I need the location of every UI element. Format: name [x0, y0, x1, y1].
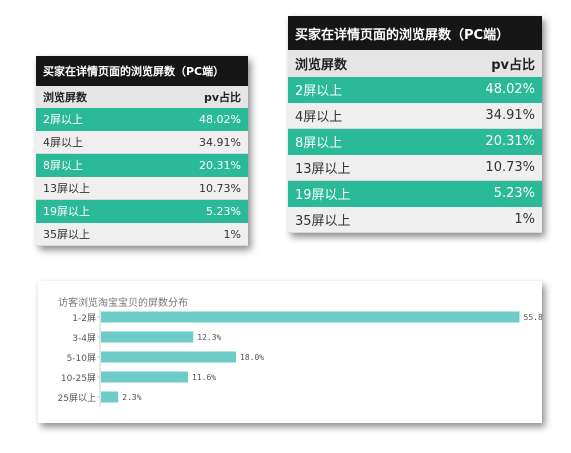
table-row: 13屏以上 10.73% [288, 155, 542, 181]
header-pv-share: pv占比 [203, 91, 241, 104]
header-pv-share: pv占比 [491, 58, 535, 73]
row-label: 2屏以上 [43, 113, 83, 126]
screen-distribution-chart-card: 访客浏览淘宝宝贝的屏数分布 1-2屏 55.8% 3-4屏 12.3% 5-10屏 18.… [38, 281, 542, 423]
row-value: 20.31% [199, 158, 241, 172]
table-row: 8屏以上 20.31% [288, 129, 542, 155]
bar [101, 351, 236, 363]
table-row: 19屏以上 5.23% [288, 181, 542, 207]
table-row: 8屏以上 20.31% [36, 154, 248, 177]
bar [101, 391, 119, 403]
row-value: 34.91% [485, 108, 535, 123]
category-tick-label: 1-2屏 [72, 313, 96, 324]
row-label: 4屏以上 [43, 136, 83, 149]
bar-value-label: 18.0% [240, 353, 264, 362]
table-header: 浏览屏数 pv占比 [288, 50, 542, 77]
category-tick-label: 5-10屏 [67, 353, 96, 364]
row-value: 5.23% [493, 186, 535, 201]
row-label: 8屏以上 [295, 136, 343, 151]
bar-value-label: 11.6% [192, 373, 216, 382]
row-value: 1% [223, 227, 241, 241]
bar [101, 311, 520, 323]
table-row: 2屏以上 48.02% [288, 77, 542, 103]
table-row: 19屏以上 5.23% [36, 200, 248, 223]
row-label: 13屏以上 [43, 182, 90, 195]
row-value: 48.02% [485, 82, 535, 97]
bar-value-label: 12.3% [197, 333, 221, 342]
row-value: 10.73% [199, 181, 241, 195]
table-title: 买家在详情页面的浏览屏数（PC端） [288, 16, 542, 50]
row-label: 35屏以上 [43, 228, 90, 241]
table-row: 2屏以上 48.02% [36, 108, 248, 131]
row-label: 13屏以上 [295, 162, 351, 177]
row-label: 19屏以上 [43, 205, 90, 218]
pc-screen-table-small: 买家在详情页面的浏览屏数（PC端） 浏览屏数 pv占比 2屏以上 48.02% … [36, 56, 248, 246]
row-value: 34.91% [199, 135, 241, 149]
row-label: 4屏以上 [295, 110, 343, 125]
table-title: 买家在详情页面的浏览屏数（PC端） [36, 56, 248, 86]
table-row: 35屏以上 1% [288, 207, 542, 233]
bar [101, 371, 188, 383]
chart-title: 访客浏览淘宝宝贝的屏数分布 [58, 298, 188, 309]
row-label: 19屏以上 [295, 188, 351, 203]
screen-distribution-bar-chart: 1-2屏 55.8% 3-4屏 12.3% 5-10屏 18.0% 10-25屏 11.6% 2… [58, 309, 543, 407]
header-screens: 浏览屏数 [295, 58, 348, 73]
row-value: 20.31% [485, 134, 535, 149]
table-row: 35屏以上 1% [36, 223, 248, 246]
header-screens: 浏览屏数 [43, 91, 87, 104]
category-tick-label: 25屏以上 [58, 393, 96, 404]
row-label: 35屏以上 [295, 214, 351, 229]
bar [101, 331, 194, 343]
table-row: 4屏以上 34.91% [288, 103, 542, 129]
category-tick-label: 3-4屏 [72, 333, 96, 344]
row-label: 8屏以上 [43, 159, 83, 172]
row-value: 1% [514, 212, 535, 227]
pc-screen-table-large: 买家在详情页面的浏览屏数（PC端） 浏览屏数 pv占比 2屏以上 48.02% … [288, 16, 542, 233]
table-row: 13屏以上 10.73% [36, 177, 248, 200]
table-row: 4屏以上 34.91% [36, 131, 248, 154]
bar-value-label: 2.3% [122, 393, 141, 402]
row-value: 5.23% [206, 204, 241, 218]
row-value: 10.73% [485, 160, 535, 175]
bar-value-label: 55.8% [524, 313, 543, 322]
row-value: 48.02% [199, 112, 241, 126]
table-header: 浏览屏数 pv占比 [36, 86, 248, 108]
category-tick-label: 10-25屏 [61, 373, 96, 384]
row-label: 2屏以上 [295, 84, 343, 99]
